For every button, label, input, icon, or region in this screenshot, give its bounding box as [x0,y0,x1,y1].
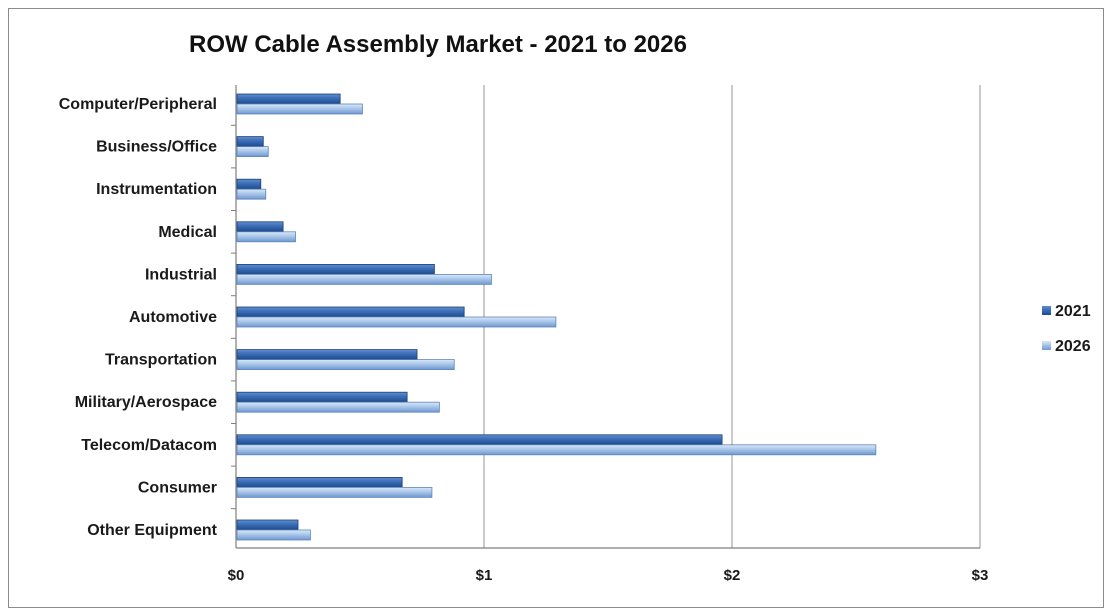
x-tick-label: $1 [476,567,493,584]
bar-2026 [236,273,492,285]
legend-label-2021: 2021 [1055,303,1091,320]
legend: 2021 2026 [1042,303,1091,355]
bar-2026 [236,444,877,456]
bar-2021 [236,391,408,403]
category-label: Medical [158,224,217,241]
category-label: Transportation [105,352,217,369]
gridlines [231,85,981,549]
category-labels: Computer/Peripheral Business/Office Instru… [59,96,218,539]
category-label: Computer/Peripheral [59,96,217,113]
category-label: Military/Aerospace [75,394,217,411]
category-label: Consumer [138,479,217,496]
legend-swatch-2021 [1042,306,1051,315]
x-tick-label: $0 [228,567,245,584]
bar-2026 [236,529,311,541]
bar-2026 [236,486,433,498]
bar-2021 [236,476,403,488]
chart-svg: ROW Cable Assembly Market - 2021 to 2026… [59,31,1091,584]
x-tick-labels: $0 $1 $2 $3 [228,567,989,584]
bars [236,93,877,541]
bar-2021 [236,263,435,275]
bar-2021 [236,434,723,446]
bar-2021 [236,519,299,531]
category-label: Business/Office [96,139,217,156]
bar-2026 [236,316,557,328]
bar-2021 [236,178,262,190]
bar-2026 [236,401,440,413]
legend-label-2026: 2026 [1055,338,1091,355]
chart-frame [8,8,1104,608]
bar-2026 [236,231,296,243]
category-label: Other Equipment [87,522,217,539]
bar-2021 [236,136,264,148]
bar-2026 [236,103,363,115]
bar-2026 [236,188,267,200]
bar-2021 [236,93,341,105]
legend-swatch-2026 [1042,341,1051,350]
category-label: Instrumentation [96,181,217,198]
bar-2026 [236,146,269,158]
chart-title: ROW Cable Assembly Market - 2021 to 2026 [189,31,687,58]
category-label: Automotive [129,309,217,326]
x-tick-label: $2 [724,567,741,584]
x-tick-label: $3 [972,567,989,584]
category-label: Telecom/Datacom [81,437,217,454]
bar-2021 [236,306,465,318]
bar-2021 [236,221,284,233]
bar-2026 [236,359,455,371]
category-label: Industrial [145,266,217,283]
bar-2021 [236,349,418,361]
